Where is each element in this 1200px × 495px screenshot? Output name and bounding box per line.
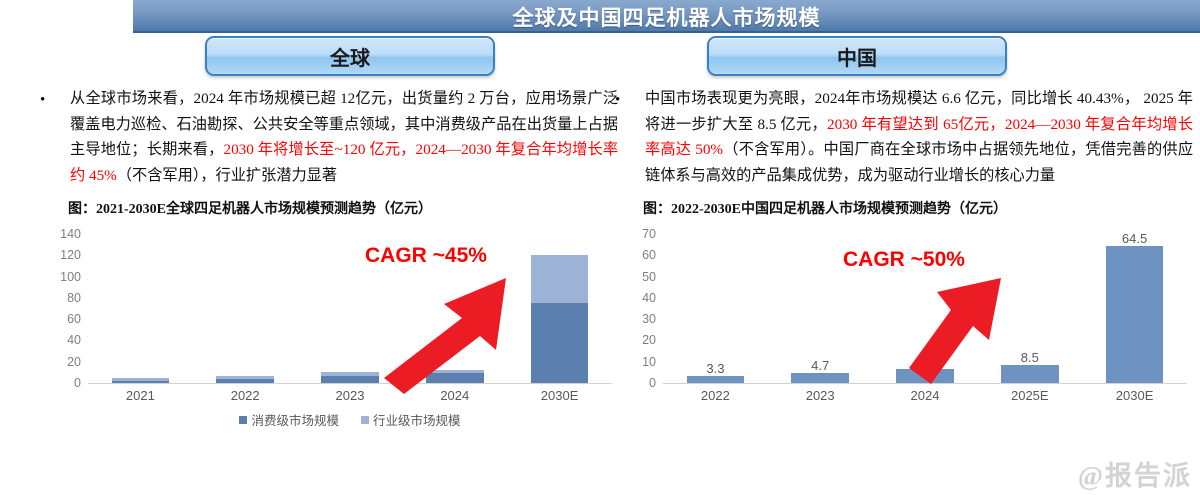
bullet-icon: • (615, 92, 621, 108)
y-tick: 80 (67, 290, 81, 305)
bar-segment-consumer (425, 373, 484, 383)
bullet-row-global: • 从全球市场来看，2024 年市场规模已超 12亿元，出货量约 2 万台，应用… (40, 86, 618, 188)
chart-global: 140 120 100 80 60 40 20 0 (40, 226, 618, 428)
bar-value-label: 6.6 (915, 353, 935, 369)
y-tick: 50 (642, 269, 656, 284)
x-tick: 2024 (440, 388, 470, 403)
paragraph-global-part2: （不含军用），行业扩张潜力显著 (116, 166, 338, 184)
annotation-cagr-china: CAGR ~50% (843, 248, 965, 271)
paragraph-china-highlight: 2030 年有望达到 65亿元，2024—2030 年复合年均增长率高达 50% (645, 115, 1194, 159)
paragraph-china-part1: 中国市场表现更为亮眼，2024年市场规模达 6.6 亿元，同比增长 40.43%… (645, 90, 1193, 133)
bar-fill (686, 375, 745, 383)
legend-swatch-icon (361, 415, 369, 424)
bar-2021[interactable] (111, 234, 170, 383)
panel-global: • 从全球市场来看，2024 年市场规模已超 12亿元，出货量约 2 万台，应用… (40, 86, 618, 428)
bar-2025E[interactable]: 8.5 (1000, 234, 1059, 383)
bar-segment-industry (321, 371, 379, 376)
x-tick: 2030E (540, 388, 579, 403)
x-tick: 2025E (1010, 388, 1049, 403)
chart-global-plot-area: 140 120 100 80 60 40 20 0 (60, 227, 612, 390)
bar-segment-industry (530, 255, 589, 304)
paragraph-global: 从全球市场来看，2024 年市场规模已超 12亿元，出货量约 2 万台，应用场景… (70, 86, 618, 188)
chart-china-bars: 3.3 4.7 6.6 8.5 (663, 230, 1187, 383)
bar-value-label: 64.5 (1121, 230, 1148, 246)
legend-swatch-icon (239, 415, 248, 424)
bar-segment-consumer (216, 378, 274, 383)
bullet-icon: • (40, 92, 46, 108)
y-tick: 20 (67, 354, 81, 369)
chart-global-legend: 消费级市场规模 行业级市场规模 (88, 410, 612, 429)
paragraph-global-highlight: 2030 年将增长至~120 亿元，2024—2030 年复合年均增长率约 45… (70, 141, 619, 184)
x-tick: 2023 (805, 388, 835, 403)
section-pill-global-label: 全球 (330, 47, 370, 70)
figure-caption-china-text: 2022-2030E中国四足机器人市场规模预测趋势（亿元） (671, 202, 1007, 217)
section-pill-china-label: 中国 (837, 47, 877, 70)
y-tick: 30 (642, 312, 656, 327)
x-tick: 2023 (335, 388, 365, 403)
bar-2030E[interactable] (530, 234, 589, 383)
legend-item-consumer[interactable]: 消费级市场规模 (239, 410, 339, 429)
bar-segment-consumer (530, 303, 589, 383)
paragraph-china-part2: （不含军用）。中国厂商在全球市场中占据领先地位，凭借完善的供应链体系与高效的产品… (645, 141, 1194, 184)
figure-caption-china: 图：2022-2030E中国四足机器人市场规模预测趋势（亿元） (643, 198, 1193, 218)
bar-value-label: 4.7 (811, 358, 830, 374)
y-tick: 40 (67, 333, 81, 348)
legend-item-industry[interactable]: 行业级市场规模 (361, 410, 461, 429)
bar-2030E[interactable]: 64.5 (1105, 230, 1164, 383)
bar-2023[interactable] (321, 234, 379, 383)
panel-china: • 中国市场表现更为亮眼，2024年市场规模达 6.6 亿元，同比增长 40.4… (615, 86, 1193, 421)
bar-2023[interactable]: 4.7 (791, 234, 849, 383)
bar-fill (1000, 364, 1059, 383)
bar-value-label: 8.5 (1020, 349, 1039, 365)
paragraph-china: 中国市场表现更为亮眼，2024年市场规模达 6.6 亿元，同比增长 40.43%… (645, 86, 1193, 188)
annotation-cagr-global: CAGR ~45% (365, 244, 487, 267)
y-tick: 140 (60, 227, 81, 241)
bar-segment-industry (216, 375, 274, 379)
bar-segment-consumer (321, 375, 379, 383)
figure-caption-global-lead: 图： (68, 202, 96, 217)
y-tick: 60 (67, 312, 81, 327)
x-tick: 2030E (1115, 388, 1154, 403)
y-tick: 10 (642, 354, 656, 369)
watermark: @报告派 (1077, 461, 1192, 491)
section-pill-global[interactable]: 全球 (205, 36, 495, 76)
x-tick: 2022 (700, 388, 730, 403)
title-bar: 全球及中国四足机器人市场规模 (133, 0, 1200, 33)
bullet-row-china: • 中国市场表现更为亮眼，2024年市场规模达 6.6 亿元，同比增长 40.4… (615, 86, 1193, 188)
chart-global-bars (88, 234, 612, 383)
y-tick: 40 (642, 290, 656, 305)
bar-fill (896, 368, 954, 383)
figure-caption-global-text: 2021-2030E全球四足机器人市场规模预测趋势（亿元） (96, 202, 432, 217)
y-tick: 0 (74, 376, 81, 390)
chart-global-x-axis: 2021 2022 2023 2024 2030E (88, 388, 612, 406)
bar-fill (1105, 245, 1164, 383)
y-tick: 120 (60, 248, 81, 263)
figure-caption-china-lead: 图： (643, 202, 671, 217)
paragraph-global-part1: 从全球市场来看，2024 年市场规模已超 12亿元，出货量约 2 万台，应用场景… (70, 90, 618, 158)
y-tick: 70 (642, 227, 656, 241)
y-tick: 20 (642, 333, 656, 348)
y-tick: 0 (649, 376, 656, 390)
bar-value-label: 3.3 (706, 360, 725, 376)
section-pill-china[interactable]: 中国 (707, 36, 1007, 76)
bar-segment-industry (111, 377, 170, 381)
legend-label: 消费级市场规模 (251, 414, 339, 428)
page-title: 全球及中国四足机器人市场规模 (512, 5, 821, 30)
legend-label: 行业级市场规模 (373, 414, 461, 428)
figure-caption-global: 图：2021-2030E全球四足机器人市场规模预测趋势（亿元） (68, 198, 618, 218)
bar-2022[interactable]: 3.3 (686, 234, 745, 383)
y-tick: 100 (60, 269, 81, 284)
bar-fill (791, 373, 849, 383)
x-tick: 2022 (230, 388, 260, 403)
y-tick: 60 (642, 248, 656, 263)
x-tick: 2021 (125, 388, 155, 403)
x-tick: 2024 (910, 388, 940, 403)
chart-china: 70 60 50 40 30 20 10 0 3.3 4.7 (615, 226, 1193, 421)
bar-2022[interactable] (216, 234, 274, 383)
bar-segment-consumer (111, 380, 170, 383)
chart-china-x-axis: 2022 2023 2024 2025E 2030E (663, 388, 1187, 406)
